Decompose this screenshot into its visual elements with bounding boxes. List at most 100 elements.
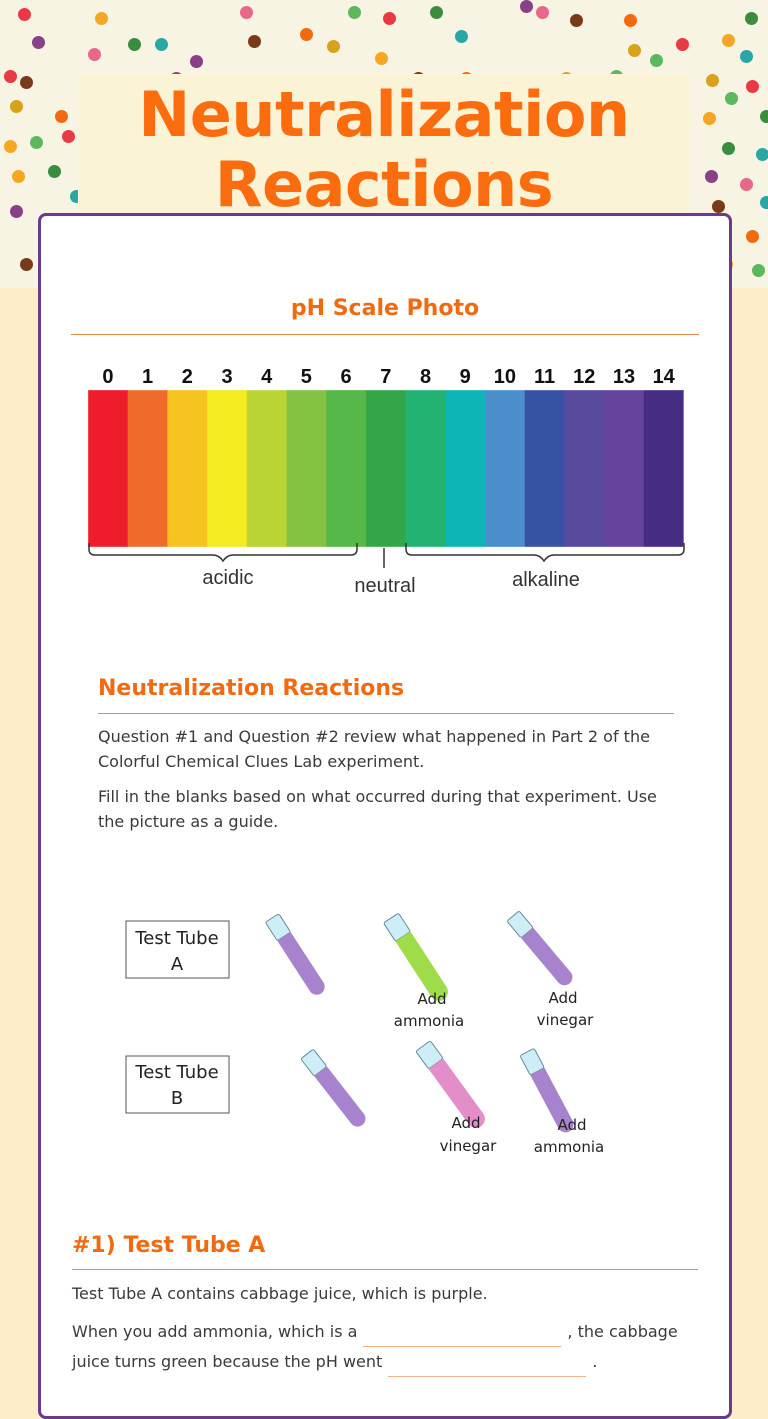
b-step1-line1: Add (451, 1114, 480, 1132)
confetti-dot (10, 205, 23, 218)
question1-title: #1) Test Tube A (72, 1233, 266, 1258)
neutralization-instructions-text: Fill in the blanks based on what occurre… (98, 787, 657, 831)
confetti-dot (756, 148, 768, 161)
confetti-dot (722, 34, 735, 47)
confetti-dot (12, 170, 25, 183)
acidic-label: acidic (202, 567, 253, 589)
tube-a-after-ammonia (383, 913, 448, 1001)
tube-a-after-vinegar (507, 911, 573, 986)
ph-number-8: 8 (420, 366, 431, 388)
neutral-label: neutral (354, 575, 415, 596)
ph-number-12: 12 (573, 366, 595, 388)
ph-section-title: pH Scale Photo (290, 296, 480, 321)
confetti-dot (536, 6, 549, 19)
confetti-dot (248, 35, 261, 48)
ph-scale-image: 0 1 2 3 4 5 6 7 8 9 10 11 12 13 14 acidic neutral alka… (87, 366, 685, 596)
ph-color-band-3 (207, 390, 248, 547)
question1-intro: Test Tube A contains cabbage juice, whic… (72, 1284, 488, 1303)
confetti-dot (128, 38, 141, 51)
b-step1-line2: vinegar (440, 1137, 497, 1155)
confetti-dot (20, 258, 33, 271)
confetti-dot (745, 12, 758, 25)
alkaline-label: alkaline (512, 569, 580, 591)
confetti-dot (18, 8, 31, 21)
tube-b-initial (301, 1049, 366, 1127)
ph-color-band-11 (524, 390, 565, 547)
neutralization-divider (98, 713, 674, 714)
confetti-dot (300, 28, 313, 41)
question1-text-part1: When you add ammonia, which is a (72, 1322, 358, 1341)
confetti-dot (760, 196, 768, 209)
ph-color-band-12 (564, 390, 605, 547)
confetti-dot (455, 30, 468, 43)
ph-scale-outline (87, 389, 684, 548)
confetti-dot (240, 6, 253, 19)
ph-number-11: 11 (534, 366, 555, 388)
ph-number-10: 10 (494, 366, 516, 388)
question1-fill-in: When you add ammonia, which is a, the ca… (72, 1317, 712, 1377)
confetti-dot (740, 50, 753, 63)
confetti-dot (725, 92, 738, 105)
ph-color-band-2 (167, 390, 208, 547)
test-tube-b-label-line2: B (171, 1088, 183, 1109)
test-tube-b-box (125, 1055, 230, 1114)
confetti-dot (10, 100, 23, 113)
page-title: Neutralization Reactions (138, 78, 630, 221)
confetti-dot (32, 36, 45, 49)
confetti-dot (348, 6, 361, 19)
ph-number-0: 0 (102, 366, 113, 388)
confetti-dot (20, 76, 33, 89)
a-step2-line2: vinegar (537, 1011, 594, 1029)
ph-color-band-8 (405, 390, 446, 547)
test-tubes-figure: Test Tube A Test Tube B Add ammonia Add … (125, 911, 604, 1156)
test-tube-b-label-line1: Test Tube (134, 1062, 218, 1083)
confetti-dot (375, 52, 388, 65)
neutralization-intro-text: Question #1 and Question #2 review what … (98, 727, 650, 771)
ph-section-divider (71, 334, 699, 335)
ph-color-band-6 (326, 390, 367, 547)
tube-b-after-ammonia (520, 1048, 574, 1133)
confetti-dot (676, 38, 689, 51)
confetti-dot (95, 12, 108, 25)
answer-blank-2[interactable] (388, 1356, 587, 1377)
confetti-dot (30, 136, 43, 149)
ph-color-band-13 (604, 390, 645, 547)
confetti-dot (4, 140, 17, 153)
confetti-dot (746, 80, 759, 93)
confetti-dot (760, 110, 768, 123)
neutralization-section-title: Neutralization Reactions (98, 676, 405, 701)
confetti-dot (88, 48, 101, 61)
b-step2-line1: Add (557, 1116, 586, 1134)
worksheet-card: pH Scale Photo 0 1 2 3 4 5 6 7 8 9 10 11 12 13 14 acid… (38, 213, 732, 1419)
ph-number-1: 1 (142, 366, 153, 388)
confetti-dot (650, 54, 663, 67)
ph-number-2: 2 (182, 366, 193, 388)
title-banner: Neutralization Reactions (78, 74, 690, 220)
confetti-dot (4, 70, 17, 83)
ph-number-9: 9 (460, 366, 471, 388)
ph-color-band-1 (127, 390, 168, 547)
confetti-dot (705, 170, 718, 183)
confetti-dot (62, 130, 75, 143)
ph-color-band-0 (88, 390, 129, 547)
confetti-dot (520, 0, 533, 13)
b-step2-line2: ammonia (534, 1138, 604, 1156)
ph-number-7: 7 (380, 366, 391, 388)
ph-number-6: 6 (341, 366, 352, 388)
confetti-dot (740, 178, 753, 191)
confetti-dot (190, 55, 203, 68)
ph-number-14: 14 (653, 366, 676, 388)
confetti-dot (712, 200, 725, 213)
confetti-dot (706, 74, 719, 87)
confetti-dot (55, 110, 68, 123)
confetti-dot (722, 142, 735, 155)
question1-text-part3: . (592, 1352, 598, 1371)
answer-blank-1[interactable] (363, 1326, 562, 1347)
test-tube-a-label-line1: Test Tube (134, 928, 218, 949)
confetti-dot (48, 165, 61, 178)
confetti-dot (752, 264, 765, 277)
confetti-dot (327, 40, 340, 53)
test-tube-a-label-line2: A (171, 954, 184, 975)
question1-divider (72, 1269, 698, 1270)
ph-color-band-4 (246, 390, 287, 547)
